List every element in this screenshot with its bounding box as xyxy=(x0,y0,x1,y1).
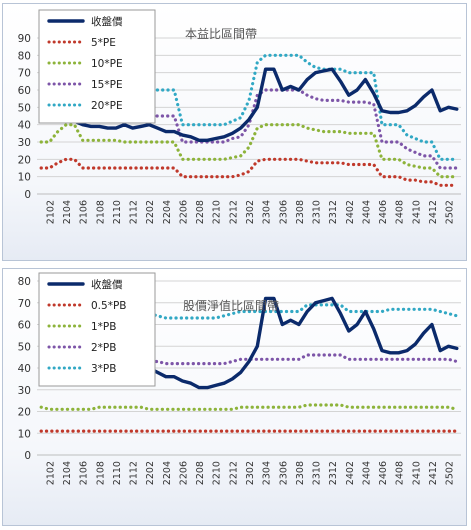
chart0-x-tick-label: 2108 xyxy=(95,200,106,224)
chart1-y-tick-label: 10 xyxy=(18,428,31,440)
chart0-title: 本益比區間帶 xyxy=(185,27,257,41)
chart1-y-tick-label: 50 xyxy=(18,341,31,353)
chart1-y-tick-label: 0 xyxy=(24,450,31,462)
chart1-x-tick-label: 2408 xyxy=(395,461,406,485)
chart1-x-tick-label: 2306 xyxy=(278,461,289,485)
chart0-y-tick-label: 20 xyxy=(18,154,31,166)
chart1-x-tick-label: 2202 xyxy=(145,461,156,485)
pb-band-chart: 0 10 20 30 40 50 60 70 80 2102 2104 2106 2108 2110 211… xyxy=(18,272,461,485)
chart0-legend-label-0: 收盤價 xyxy=(91,15,123,28)
pe-band-chart: 0 10 20 30 40 50 60 70 80 90 2102 2104 2106 2108 2110 2… xyxy=(18,9,461,224)
chart1-x-tick-label: 2212 xyxy=(228,461,239,485)
chart1-x-tick-label: 2208 xyxy=(195,461,206,485)
chart0-y-tick-label: 30 xyxy=(18,137,31,149)
chart1-y-tick-label: 80 xyxy=(18,276,31,288)
chart1-title: 股價淨值比區間帶 xyxy=(183,298,279,313)
chart0-x-tick-label: 2204 xyxy=(162,200,173,224)
chart0-x-tick-label: 2310 xyxy=(312,200,323,224)
chart1-y-tick-label: 60 xyxy=(18,320,31,332)
chart1-x-tick-label: 2502 xyxy=(445,461,456,485)
chart1-x-tick-label: 2102 xyxy=(45,461,56,485)
chart0-x-tick-label: 2408 xyxy=(395,200,406,224)
chart0-legend-label-2: 10*PE xyxy=(91,58,123,70)
chart0-y-tick-label: 80 xyxy=(18,50,31,62)
chart0-x-tick-label: 2110 xyxy=(112,200,123,224)
chart1-series-line-4 xyxy=(39,303,459,320)
chart1-x-tick-label: 2402 xyxy=(345,461,356,485)
chart1-x-tick-label: 2302 xyxy=(245,461,256,485)
chart0-y-tick-label: 70 xyxy=(18,68,31,80)
chart0-x-tick-label: 2210 xyxy=(212,200,223,224)
chart1-y-tick-label: 40 xyxy=(18,363,31,375)
chart0-x-tick-label: 2302 xyxy=(245,200,256,224)
chart1-legend-label-4: 3*PB xyxy=(91,363,116,375)
chart0-x-tick-label: 2402 xyxy=(345,200,356,224)
chart1-x-tick-label: 2112 xyxy=(129,461,140,485)
chart1-y-tick-label: 30 xyxy=(18,385,31,397)
chart0-x-tick-label: 2104 xyxy=(62,200,73,224)
chart1-y-tick-label: 20 xyxy=(18,407,31,419)
chart1-y-tick-label: 70 xyxy=(18,298,31,310)
chart1-x-tick-label: 2308 xyxy=(295,461,306,485)
chart1-legend-label-2: 1*PB xyxy=(91,321,116,333)
chart0-x-tick-label: 2308 xyxy=(295,200,306,224)
chart1-x-tick-label: 2110 xyxy=(112,461,123,485)
chart1-x-tick-label: 2106 xyxy=(79,461,90,485)
chart1-x-tick-label: 2310 xyxy=(312,461,323,485)
chart0-y-tick-label: 10 xyxy=(18,172,31,184)
chart0-x-tick-label: 2102 xyxy=(45,200,56,224)
chart1-x-tick-label: 2410 xyxy=(411,461,422,485)
chart0-x-tick-label: 2202 xyxy=(145,200,156,224)
chart0-legend-label-1: 5*PE xyxy=(91,37,116,49)
chart1-x-tick-label: 2206 xyxy=(178,461,189,485)
chart1-x-tick-label: 2406 xyxy=(378,461,389,485)
chart1-x-tick-label: 2312 xyxy=(328,461,339,485)
chart1-legend-label-1: 0.5*PB xyxy=(91,300,126,312)
chart1-legend-label-0: 收盤價 xyxy=(91,278,123,291)
chart1-x-tick-label: 2108 xyxy=(95,461,106,485)
chart0-y-tick-label: 90 xyxy=(18,33,31,45)
chart0-x-tick-label: 2106 xyxy=(79,200,90,224)
pb-band-chart-panel: 0 10 20 30 40 50 60 70 80 2102 2104 2106 2108 2110 211… xyxy=(2,268,467,526)
chart0-series-line-1 xyxy=(39,157,459,187)
chart1-x-tick-label: 2404 xyxy=(361,461,372,485)
chart0-x-tick-label: 2410 xyxy=(411,200,422,224)
chart0-x-tick-label: 2502 xyxy=(445,200,456,224)
chart1-x-tick-label: 2104 xyxy=(62,461,73,485)
chart0-x-tick-label: 2212 xyxy=(228,200,239,224)
chart0-x-tick-label: 2404 xyxy=(361,200,372,224)
chart0-x-tick-label: 2304 xyxy=(262,200,273,224)
chart0-x-tick-label: 2208 xyxy=(195,200,206,224)
chart0-x-tick-label: 2406 xyxy=(378,200,389,224)
chart0-x-tick-label: 2206 xyxy=(178,200,189,224)
chart1-x-tick-label: 2210 xyxy=(212,461,223,485)
chart0-y-tick-label: 40 xyxy=(18,120,31,132)
pe-band-chart-panel: 0 10 20 30 40 50 60 70 80 90 2102 2104 2106 2108 2110 2… xyxy=(2,3,467,261)
chart0-x-tick-label: 2312 xyxy=(328,200,339,224)
chart0-legend-label-3: 15*PE xyxy=(91,79,123,91)
chart0-y-tick-label: 0 xyxy=(24,189,31,201)
chart1-x-tick-label: 2204 xyxy=(162,461,173,485)
chart0-legend-label-4: 20*PE xyxy=(91,100,123,112)
chart1-legend-label-3: 2*PB xyxy=(91,342,116,354)
chart1-x-tick-label: 2412 xyxy=(428,461,439,485)
chart0-x-tick-label: 2112 xyxy=(129,200,140,224)
chart0-x-tick-label: 2412 xyxy=(428,200,439,224)
chart0-x-tick-label: 2306 xyxy=(278,200,289,224)
chart1-x-tick-label: 2304 xyxy=(262,461,273,485)
chart0-y-tick-label: 60 xyxy=(18,85,31,97)
chart0-y-tick-label: 50 xyxy=(18,102,31,114)
chart1-series-line-2 xyxy=(39,403,459,411)
chart0-series-line-2 xyxy=(39,123,459,179)
chart0-series-line-0 xyxy=(39,67,459,143)
